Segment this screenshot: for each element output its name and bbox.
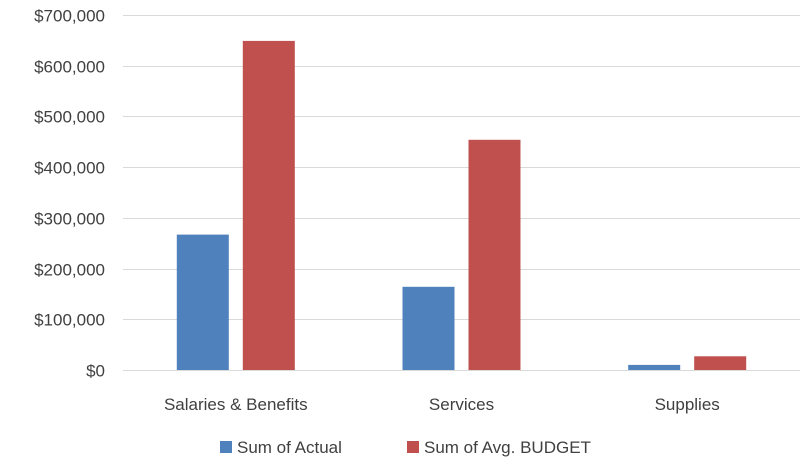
y-tick-label: $200,000 [34,261,105,280]
legend: Sum of Actual Sum of Avg. BUDGET [220,438,591,457]
y-tick-label: $100,000 [34,311,105,330]
bar-budget [468,139,521,370]
bars [176,40,747,371]
bar-budget [694,356,747,370]
legend-label: Sum of Avg. BUDGET [424,438,591,457]
y-tick-label: $700,000 [34,7,105,26]
y-axis: $0 $100,000 $200,000 $300,000 $400,000 $500,0… [34,7,105,381]
x-category-label: Services [429,395,494,414]
legend-label: Sum of Actual [237,438,342,457]
x-category-label: Salaries & Benefits [164,395,308,414]
y-tick-label: $400,000 [34,159,105,178]
legend-swatch-actual [220,441,232,453]
x-category-label: Supplies [655,395,720,414]
bar-actual [628,364,681,370]
bar-actual [176,234,229,370]
legend-swatch-budget [407,441,419,453]
y-tick-label: $0 [86,362,105,381]
y-tick-label: $500,000 [34,108,105,127]
bar-budget [242,40,295,371]
gridlines [123,15,800,320]
bar-actual [402,286,455,370]
x-axis: Salaries & Benefits Services Supplies [123,370,800,414]
y-tick-label: $300,000 [34,210,105,229]
y-tick-label: $600,000 [34,58,105,77]
